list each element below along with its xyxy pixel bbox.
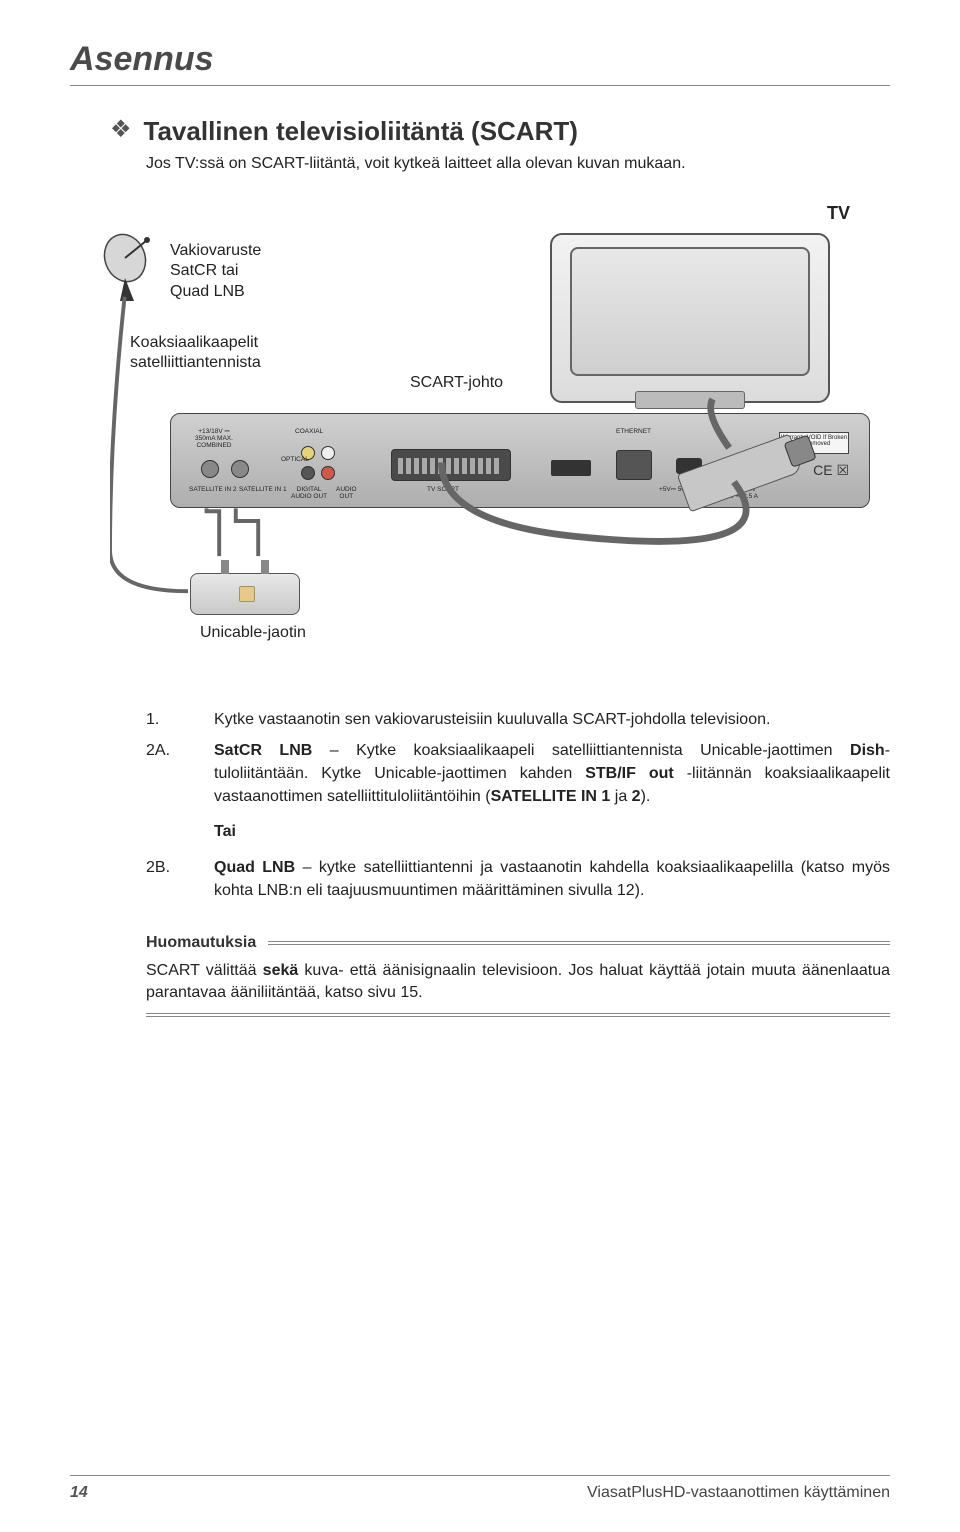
connection-diagram: TV Vakiovaruste SatCR tai Quad LNB Koaks… — [110, 203, 890, 683]
port-ethernet — [616, 450, 652, 480]
port-tv-scart — [391, 449, 511, 481]
step-number: 2B. — [146, 856, 174, 902]
section-bullet-icon: ❖ — [110, 118, 132, 142]
ce-mark-icon: CE ☒ — [813, 462, 849, 479]
port-satellite-in-2 — [201, 460, 219, 478]
label-coax: Koaksiaalikaapelit satelliittiantennista — [130, 333, 261, 375]
satellite-dish-icon — [100, 233, 160, 303]
step-number: 2A. — [146, 739, 174, 809]
port-satellite-in-1 — [231, 460, 249, 478]
note-rule-bottom — [146, 1013, 890, 1017]
label-sat2: SATELLITE IN 2 — [189, 486, 237, 493]
header-rule — [70, 85, 890, 86]
note-title: Huomautuksia — [146, 934, 256, 952]
label-scart-cable: SCART-johto — [410, 373, 503, 394]
section-title: Tavallinen televisioliitäntä (SCART) — [144, 116, 578, 147]
step-1: 1. Kytke vastaanotin sen vakiovarusteisi… — [146, 708, 890, 731]
label-optical: OPTICAL — [281, 456, 309, 463]
steps-list: 1. Kytke vastaanotin sen vakiovarusteisi… — [146, 708, 890, 910]
label-coaxial: COAXIAL — [295, 428, 323, 435]
tv-device-icon — [550, 233, 830, 403]
page-number: 14 — [70, 1484, 88, 1502]
step-text: Kytke vastaanotin sen vakiovarusteisiin … — [214, 708, 890, 731]
step-text: Quad LNB – kytke satelliittiantenni ja v… — [214, 856, 890, 902]
label-tv-scart: TV SCART — [427, 486, 459, 493]
spec-voltage: +13/18V ⎓ 350mA MAX. COMBINED — [195, 428, 233, 449]
label-ethernet: ETHERNET — [616, 428, 651, 435]
label-sat1: SATELLITE IN 1 — [239, 486, 287, 493]
step-number: 1. — [146, 708, 174, 731]
note-body: SCART välittää sekä kuva- että äänisigna… — [146, 960, 890, 1005]
note-box: Huomautuksia SCART välittää sekä kuva- e… — [146, 934, 890, 1019]
port-optical — [301, 466, 315, 480]
footer-manual-title: ViasatPlusHD-vastaanottimen käyttäminen — [587, 1484, 890, 1502]
step-text: SatCR LNB – Kytke koaksiaalikaapeli sate… — [214, 739, 890, 809]
label-lnb: Vakiovaruste SatCR tai Quad LNB — [170, 241, 261, 303]
tai-label: Tai — [214, 820, 236, 843]
unicable-splitter-icon — [190, 573, 300, 615]
step-2a: 2A. SatCR LNB – Kytke koaksiaalikaapeli … — [146, 739, 890, 809]
port-hdmi — [551, 460, 591, 476]
port-audio-out-red — [321, 466, 335, 480]
page-footer: 14 ViasatPlusHD-vastaanottimen käyttämin… — [70, 1475, 890, 1502]
chapter-title: Asennus — [70, 40, 890, 79]
section-intro: Jos TV:ssä on SCART-liitäntä, voit kytke… — [146, 153, 890, 175]
label-digital-audio: DIGITAL AUDIO OUT — [291, 486, 327, 500]
label-unicable: Unicable-jaotin — [200, 623, 306, 644]
step-2b: 2B. Quad LNB – kytke satelliittiantenni … — [146, 856, 890, 902]
port-audio-out-white — [321, 446, 335, 460]
label-audio-out: AUDIO OUT — [336, 486, 357, 500]
note-rule-top — [268, 939, 890, 947]
tai-row: Tai — [146, 816, 890, 847]
tv-label: TV — [827, 203, 850, 224]
